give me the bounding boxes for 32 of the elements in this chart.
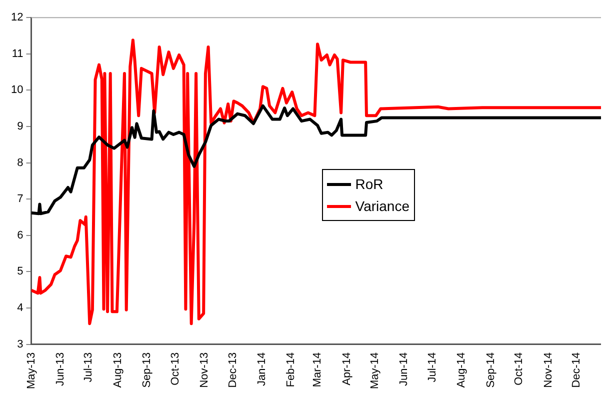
x-tick-label: Dec-14 — [570, 352, 583, 388]
y-tick-label: 7 — [17, 193, 24, 206]
y-tick-label: 12 — [10, 12, 24, 24]
y-tick-label: 3 — [17, 338, 24, 350]
x-tick-label: Feb-14 — [285, 352, 298, 388]
x-tick-label: Jul-14 — [426, 352, 438, 382]
x-tick-label: Jun-14 — [398, 352, 410, 386]
x-tick-label: Oct-13 — [169, 352, 182, 386]
y-tick-label: 4 — [17, 302, 24, 314]
x-tick-label: Dec-13 — [226, 352, 239, 388]
legend-label: Variance — [355, 197, 410, 216]
x-tick-label: Sep-14 — [484, 352, 497, 388]
y-tick-label: 8 — [17, 156, 24, 169]
x-tick-label: Nov-13 — [198, 352, 211, 388]
x-tick-label: Apr-14 — [340, 352, 353, 386]
y-tick-label: 5 — [17, 266, 24, 278]
x-tick-label: May-14 — [369, 352, 382, 390]
x-tick-label: Jan-14 — [256, 352, 268, 386]
x-tick-label: Nov-14 — [542, 352, 554, 388]
x-tick-label: Jul-13 — [82, 352, 95, 382]
y-tick-label: 9 — [17, 120, 24, 133]
legend-label: RoR — [355, 175, 384, 194]
x-tick-label: Oct-14 — [513, 352, 526, 386]
y-tick-label: 11 — [12, 48, 24, 60]
y-tick-label: 6 — [17, 229, 24, 242]
x-tick-label: May-13 — [25, 352, 38, 390]
y-tick-label: 10 — [10, 84, 24, 96]
x-tick-label: Sep-13 — [141, 352, 154, 388]
x-tick-label: Aug-14 — [456, 352, 468, 388]
x-tick-label: Jun-13 — [54, 352, 66, 386]
x-tick-label: Aug-13 — [112, 352, 124, 388]
x-tick-label: Mar-14 — [312, 352, 324, 388]
